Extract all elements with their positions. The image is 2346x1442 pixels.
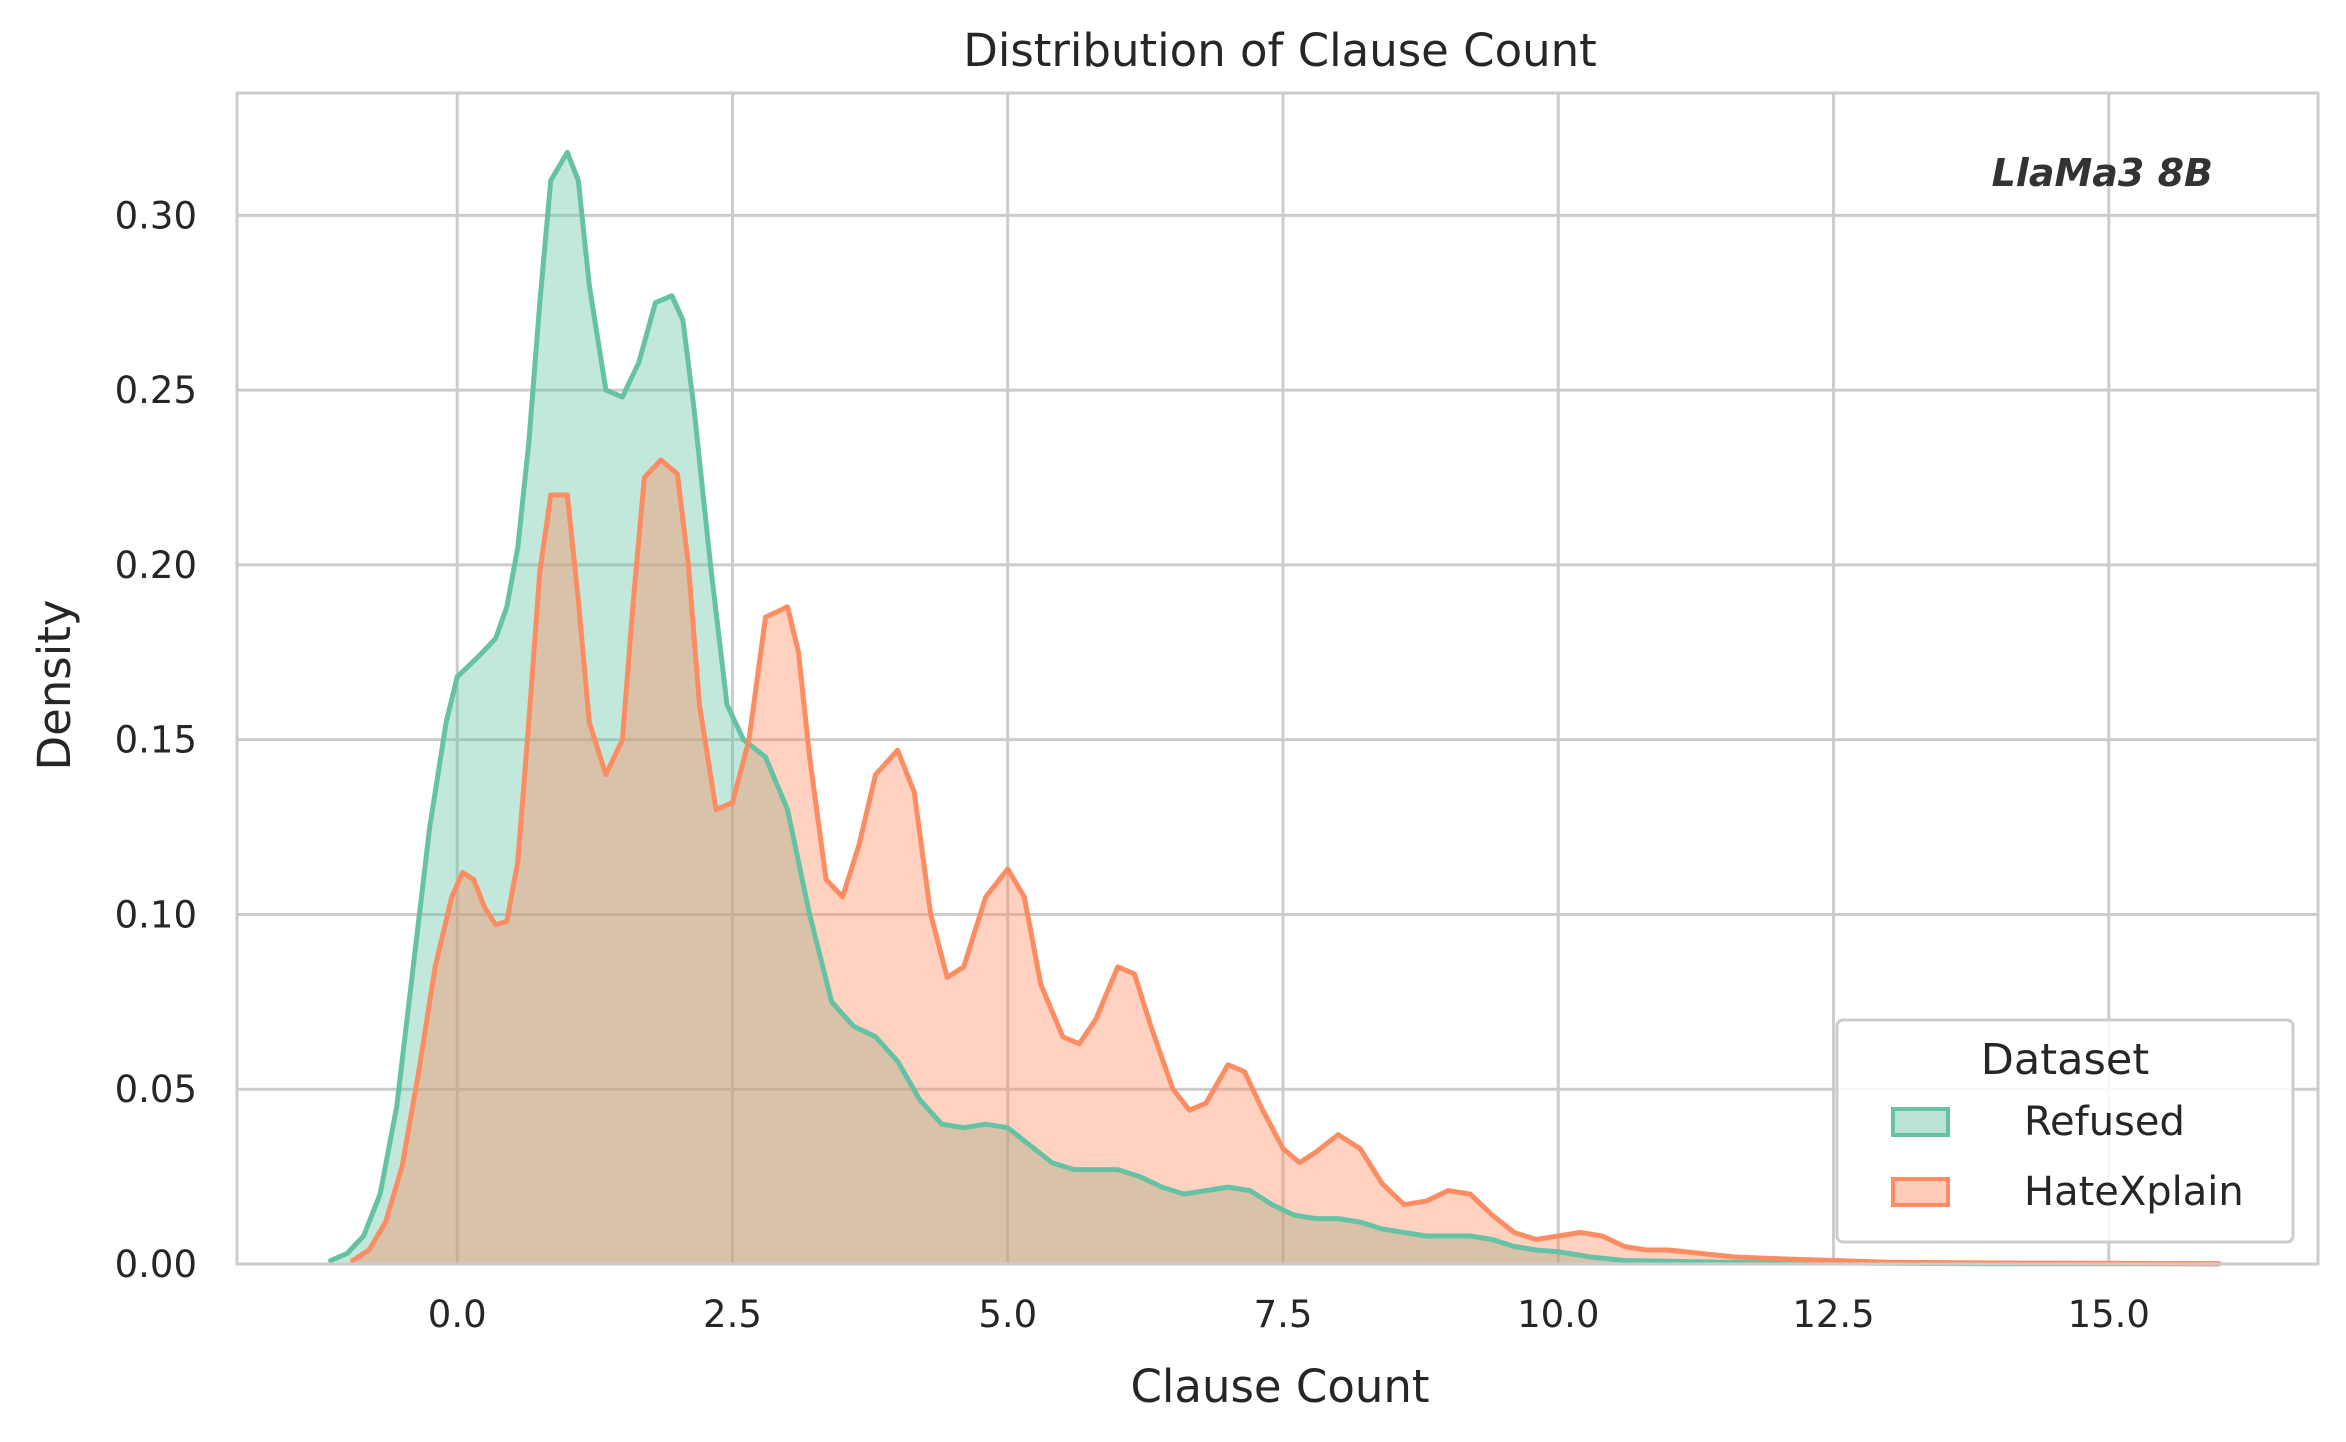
legend-label-refused: Refused (2024, 1099, 2185, 1145)
density-line-refused (328, 149, 2222, 1267)
density-area-hatexplain (352, 460, 2219, 1264)
x-tick-label: 15.0 (2068, 1293, 2150, 1336)
y-axis-label: Density (28, 599, 81, 770)
chart-title: Distribution of Clause Count (963, 24, 1597, 77)
y-tick-labels: 0.00 0.05 0.10 0.15 0.20 0.25 0.30 (115, 194, 197, 1286)
x-axis-label: Clause Count (1130, 1360, 1429, 1413)
legend-swatch-refused (1891, 1107, 1950, 1137)
y-tick-label: 0.20 (115, 544, 197, 587)
density-area-refused (330, 152, 2219, 1264)
x-tick-label: 12.5 (1792, 1293, 1874, 1336)
x-tick-label: 5.0 (978, 1293, 1037, 1336)
x-tick-label: 7.5 (1254, 1293, 1313, 1336)
y-tick-label: 0.25 (115, 369, 197, 412)
plot-frame (235, 91, 2320, 1266)
legend-box (1835, 1018, 2295, 1244)
y-tick-label: 0.00 (115, 1243, 197, 1286)
legend-title: Dataset (1981, 1035, 2149, 1085)
series-layer (328, 149, 2222, 1267)
legend-label-hatexplain: HateXplain (2024, 1169, 2244, 1215)
x-tick-label: 2.5 (703, 1293, 762, 1336)
y-tick-label: 0.30 (115, 194, 197, 237)
y-tick-label: 0.15 (115, 719, 197, 762)
density-line-hatexplain (350, 457, 2222, 1267)
x-tick-labels: 0.0 2.5 5.0 7.5 10.0 12.5 15.0 (428, 1293, 2150, 1336)
legend-swatch-hatexplain (1891, 1177, 1950, 1207)
x-tick-label: 0.0 (428, 1293, 487, 1336)
legend: Dataset Refused HateXplain (1835, 1018, 2295, 1244)
x-tick-label: 10.0 (1517, 1293, 1599, 1336)
y-tick-label: 0.05 (115, 1068, 197, 1111)
y-tick-label: 0.10 (115, 893, 197, 936)
model-annotation: LlaMa3 8B (1992, 151, 2213, 195)
